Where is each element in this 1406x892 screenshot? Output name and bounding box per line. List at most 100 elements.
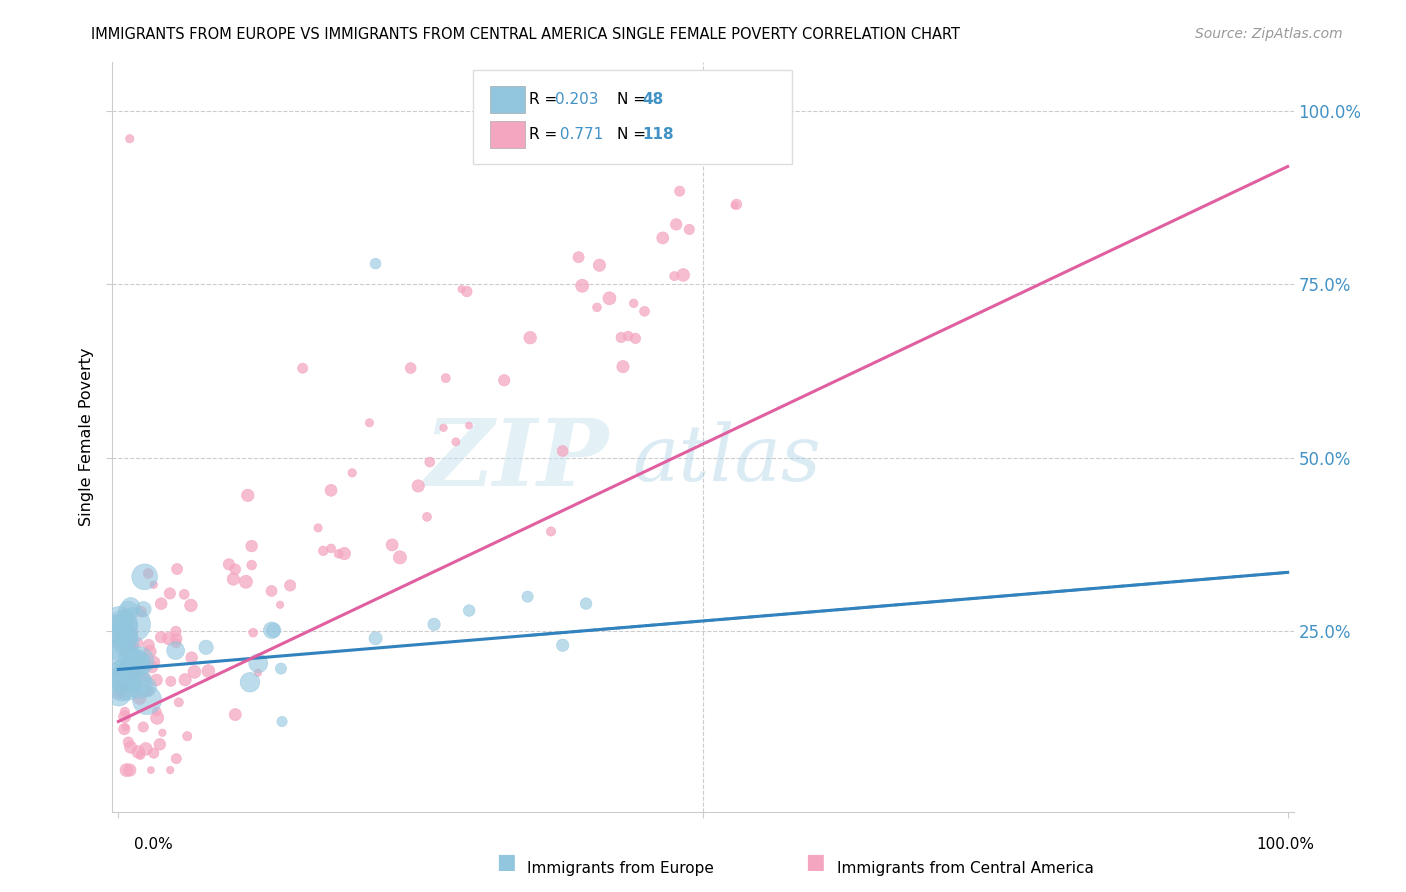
Point	[381, 538, 404, 552]
Point	[122, 617, 145, 632]
Point	[434, 371, 457, 385]
Point	[136, 693, 159, 707]
Point	[598, 291, 620, 305]
Point	[224, 562, 246, 576]
Point	[143, 655, 166, 669]
Point	[107, 614, 129, 628]
Point	[110, 685, 132, 699]
Point	[142, 746, 165, 760]
Point	[135, 680, 157, 694]
Point	[450, 282, 472, 296]
Point	[108, 641, 131, 656]
Point	[112, 722, 135, 736]
Point	[664, 269, 686, 284]
Point	[127, 656, 149, 670]
Point	[270, 662, 292, 676]
Point	[551, 638, 574, 652]
Point	[246, 665, 269, 680]
Point	[118, 763, 141, 777]
Point	[142, 578, 165, 592]
Point	[571, 278, 593, 293]
Text: Source: ZipAtlas.com: Source: ZipAtlas.com	[1195, 27, 1343, 41]
Text: 100.0%: 100.0%	[1257, 838, 1315, 852]
Text: 118: 118	[643, 127, 675, 142]
Point	[725, 197, 748, 211]
Point	[224, 707, 246, 722]
Point	[132, 720, 155, 734]
Point	[120, 599, 142, 614]
Point	[678, 222, 700, 236]
Point	[340, 466, 363, 480]
Point	[195, 640, 218, 655]
Text: N =: N =	[617, 92, 651, 107]
Point	[157, 632, 180, 646]
Point	[222, 572, 245, 586]
Point	[319, 483, 342, 498]
Text: 0.203: 0.203	[555, 92, 599, 107]
Point	[111, 618, 134, 632]
Point	[120, 740, 142, 755]
Text: atlas: atlas	[633, 421, 821, 498]
Point	[107, 623, 129, 637]
Point	[610, 330, 633, 344]
Point	[129, 748, 152, 763]
Point	[364, 257, 387, 271]
Text: Immigrants from Europe: Immigrants from Europe	[527, 861, 714, 876]
Point	[180, 650, 202, 665]
Point	[180, 599, 202, 613]
Point	[114, 720, 136, 734]
Point	[247, 657, 270, 671]
Point	[141, 660, 163, 674]
Point	[165, 752, 187, 766]
Point	[112, 669, 135, 683]
Point	[146, 705, 169, 719]
Point	[107, 687, 129, 701]
Point	[132, 673, 155, 687]
Point	[458, 418, 481, 433]
FancyBboxPatch shape	[491, 121, 524, 148]
Point	[588, 258, 610, 272]
Point	[159, 674, 181, 689]
Text: ■: ■	[496, 853, 516, 872]
Text: R =: R =	[530, 92, 562, 107]
Point	[494, 373, 516, 387]
Point	[146, 711, 169, 725]
Point	[239, 675, 262, 690]
Point	[333, 547, 356, 561]
Point	[115, 629, 138, 643]
Point	[114, 710, 136, 724]
Point	[149, 737, 172, 751]
Point	[319, 541, 342, 556]
Point	[159, 763, 181, 777]
Point	[165, 643, 187, 657]
Point	[108, 685, 131, 699]
Point	[633, 304, 655, 318]
Point	[128, 691, 150, 706]
Text: ■: ■	[806, 853, 825, 872]
Text: Immigrants from Central America: Immigrants from Central America	[837, 861, 1094, 876]
Point	[108, 662, 131, 676]
Point	[328, 547, 350, 561]
Text: ZIP: ZIP	[425, 415, 609, 505]
Point	[117, 735, 139, 749]
Point	[115, 672, 138, 686]
Point	[260, 624, 283, 638]
Point	[751, 135, 773, 149]
Point	[516, 590, 538, 604]
Point	[114, 705, 136, 719]
Point	[122, 625, 145, 640]
Point	[416, 509, 439, 524]
Point	[423, 617, 446, 632]
Point	[174, 673, 197, 687]
Point	[236, 488, 259, 502]
Point	[458, 603, 481, 617]
Point	[173, 587, 195, 601]
Point	[127, 745, 149, 759]
Point	[519, 331, 541, 345]
Point	[723, 198, 745, 212]
Point	[575, 597, 598, 611]
Point	[240, 539, 263, 553]
Point	[567, 250, 589, 264]
Point	[139, 763, 162, 777]
Point	[623, 296, 645, 310]
